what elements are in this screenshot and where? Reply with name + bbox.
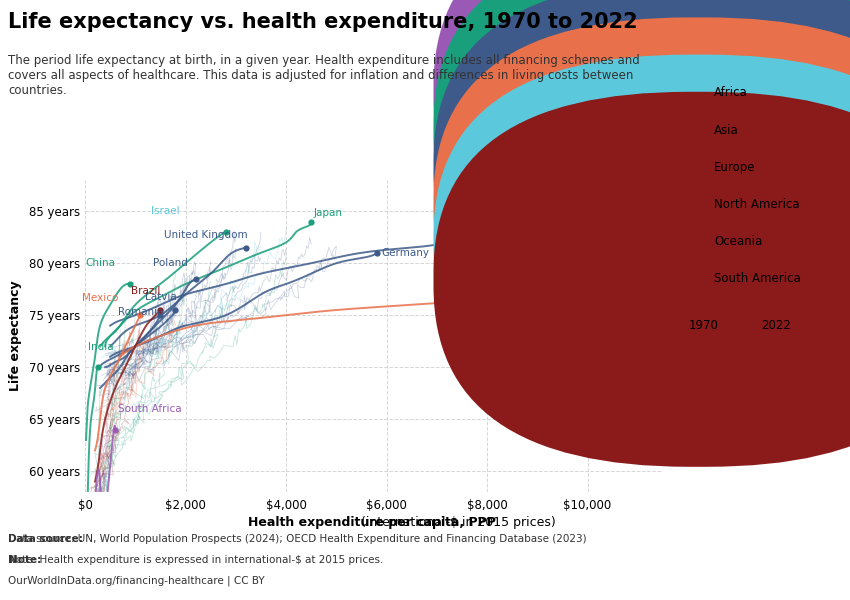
- Text: Japan: Japan: [314, 208, 343, 218]
- Text: OurWorldInData.org/financing-healthcare | CC BY: OurWorldInData.org/financing-healthcare …: [8, 576, 265, 587]
- Point: [239, 243, 252, 253]
- Text: South Africa: South Africa: [117, 404, 181, 414]
- Text: in Data: in Data: [735, 28, 778, 38]
- Text: United States: United States: [492, 262, 563, 272]
- Text: Germany: Germany: [382, 248, 429, 258]
- Point: [133, 310, 147, 320]
- Text: South America: South America: [714, 272, 801, 286]
- Text: Health expenditure per capita, PPP: Health expenditure per capita, PPP: [248, 516, 500, 529]
- Text: Our World: Our World: [727, 14, 786, 23]
- Text: Oceania: Oceania: [714, 235, 762, 248]
- Text: Poland: Poland: [153, 259, 188, 268]
- Text: Europe: Europe: [714, 161, 756, 174]
- Text: Romania: Romania: [117, 307, 163, 317]
- Point: [168, 305, 182, 315]
- Text: 1970: 1970: [688, 319, 718, 332]
- Point: [108, 425, 122, 434]
- Text: Life expectancy vs. health expenditure, 1970 to 2022: Life expectancy vs. health expenditure, …: [8, 12, 638, 32]
- Text: Brazil: Brazil: [131, 286, 160, 296]
- Text: The period life expectancy at birth, in a given year. Health expenditure include: The period life expectancy at birth, in …: [8, 54, 640, 97]
- Text: Data source: UN, World Population Prospects (2024); OECD Health Expenditure and : Data source: UN, World Population Prospe…: [8, 534, 587, 544]
- Text: United Kingdom: United Kingdom: [164, 230, 247, 241]
- Text: India: India: [88, 341, 113, 352]
- Point: [154, 305, 167, 315]
- Text: Israel: Israel: [151, 206, 179, 217]
- Text: Data source:: Data source:: [8, 534, 83, 544]
- Text: Mexico: Mexico: [82, 293, 118, 303]
- Point: [219, 227, 233, 237]
- Point: [455, 238, 468, 247]
- Point: [304, 217, 318, 226]
- Text: Africa: Africa: [714, 86, 748, 100]
- Text: North America: North America: [714, 198, 800, 211]
- Point: [91, 362, 105, 372]
- Text: Note:: Note:: [8, 555, 41, 565]
- Text: (international-$ in 2015 prices): (international-$ in 2015 prices): [193, 516, 555, 529]
- Text: 2022: 2022: [761, 319, 790, 332]
- Text: Asia: Asia: [714, 124, 739, 137]
- Text: Norway: Norway: [467, 232, 507, 242]
- Point: [631, 290, 644, 299]
- Point: [154, 310, 167, 320]
- Text: Note: Health expenditure is expressed in international-$ at 2015 prices.: Note: Health expenditure is expressed in…: [8, 555, 384, 565]
- Y-axis label: Life expectancy: Life expectancy: [9, 281, 22, 391]
- Bar: [697, 39, 816, 42]
- Text: China: China: [85, 259, 115, 268]
- Text: Latvia: Latvia: [144, 292, 176, 302]
- Point: [370, 248, 383, 257]
- Point: [123, 279, 137, 289]
- Point: [189, 274, 202, 284]
